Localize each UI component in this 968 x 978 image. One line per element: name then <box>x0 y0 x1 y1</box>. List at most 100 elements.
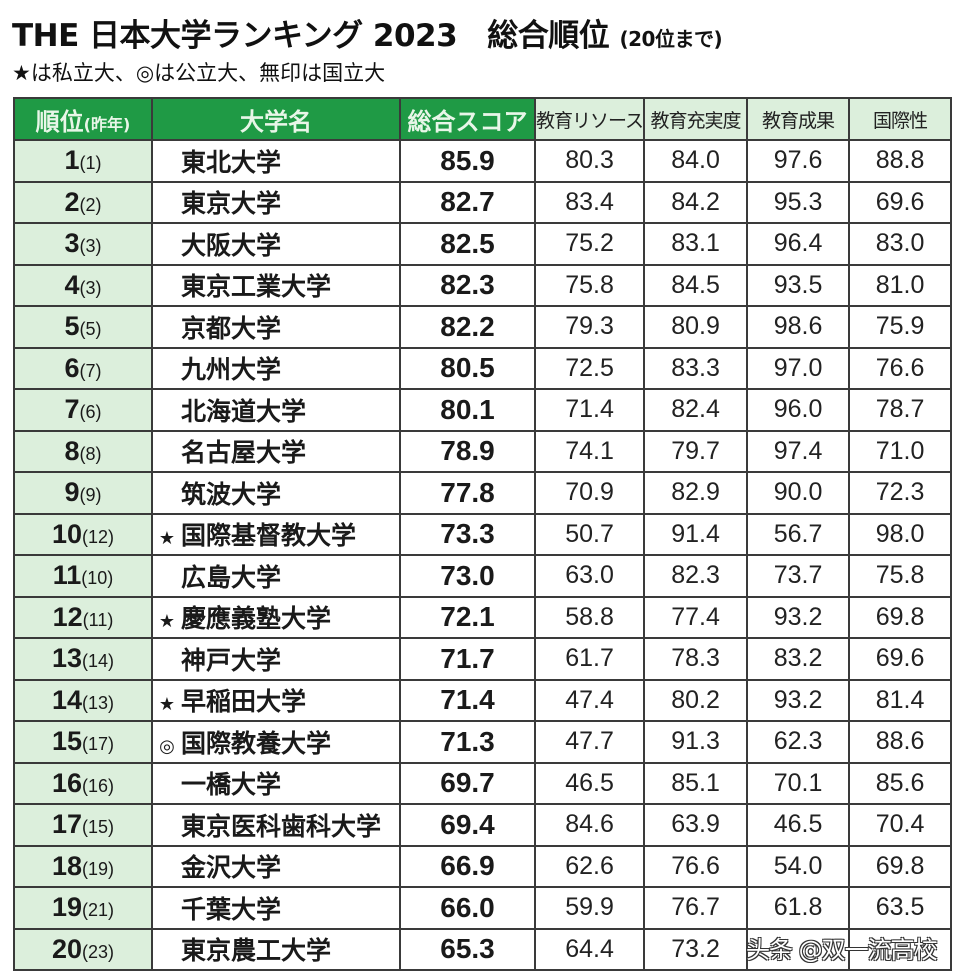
outcomes-cell: 83.2 <box>746 637 851 681</box>
outcomes-cell: 93.2 <box>746 595 851 639</box>
international-cell: 78.7 <box>848 388 953 432</box>
prev-rank: (17) <box>82 734 115 755</box>
rank-cell: 4(3) <box>13 263 153 307</box>
total-score-cell: 71.4 <box>399 678 536 722</box>
resources-cell: 75.8 <box>533 263 646 307</box>
prev-rank: (21) <box>82 900 115 921</box>
university-name-cell: 東北大学 <box>151 139 401 183</box>
university-name-cell: 東京大学 <box>151 180 401 224</box>
engagement-cell: 82.9 <box>643 471 749 515</box>
international-cell: 69.8 <box>848 844 953 888</box>
university-name-cell: 広島大学 <box>151 554 401 598</box>
outcomes-cell: 96.0 <box>746 388 851 432</box>
international-cell: 72.3 <box>848 471 953 515</box>
prev-rank: (5) <box>79 319 102 340</box>
international-cell: 81.0 <box>848 263 953 307</box>
outcomes-cell: 93.5 <box>746 263 851 307</box>
university-name-cell: 神戸大学 <box>151 637 401 681</box>
prev-rank: (13) <box>82 692 115 713</box>
resources-cell: 72.5 <box>533 346 646 390</box>
rank-cell: 1(1) <box>13 139 153 183</box>
type-mark-icon: ◎ <box>159 735 175 757</box>
col-header-outcomes: 教育成果 <box>746 97 851 141</box>
table-row: 18(19) 金沢大学 66.9 62.6 76.6 54.0 69.8 <box>13 844 953 888</box>
rank-cell: 5(5) <box>13 305 153 349</box>
international-cell: 69.6 <box>848 180 953 224</box>
prev-rank: (9) <box>79 485 102 506</box>
outcomes-cell: 70.1 <box>746 761 851 805</box>
engagement-cell: 80.9 <box>643 305 749 349</box>
outcomes-cell <box>746 927 851 971</box>
university-name-cell: ★ 慶應義塾大学 <box>151 595 401 639</box>
international-cell: 63.5 <box>848 886 953 930</box>
rank-cell: 15(17) <box>13 720 153 764</box>
resources-cell: 58.8 <box>533 595 646 639</box>
outcomes-cell: 95.3 <box>746 180 851 224</box>
total-score-cell: 80.1 <box>399 388 536 432</box>
table-row: 20(23) 東京農工大学 65.3 64.4 73.2 <box>13 927 953 971</box>
outcomes-cell: 97.0 <box>746 346 851 390</box>
resources-cell: 46.5 <box>533 761 646 805</box>
international-cell: 88.8 <box>848 139 953 183</box>
col-header-score: 総合スコア <box>399 97 536 141</box>
col-header-international: 国際性 <box>848 97 953 141</box>
table-row: 2(2) 東京大学 82.7 83.4 84.2 95.3 69.6 <box>13 180 953 224</box>
engagement-cell: 80.2 <box>643 678 749 722</box>
outcomes-cell: 97.4 <box>746 429 851 473</box>
title-main: THE 日本大学ランキング 2023 <box>12 18 458 54</box>
resources-cell: 71.4 <box>533 388 646 432</box>
total-score-cell: 77.8 <box>399 471 536 515</box>
total-score-cell: 82.7 <box>399 180 536 224</box>
type-mark-icon: ★ <box>158 528 176 550</box>
outcomes-cell: 73.7 <box>746 554 851 598</box>
international-cell: 83.0 <box>848 222 953 266</box>
prev-rank: (16) <box>82 775 115 796</box>
rank-cell: 9(9) <box>13 471 153 515</box>
total-score-cell: 72.1 <box>399 595 536 639</box>
resources-cell: 70.9 <box>533 471 646 515</box>
col-header-name: 大学名 <box>151 97 401 141</box>
international-cell: 98.0 <box>848 512 953 556</box>
resources-cell: 74.1 <box>533 429 646 473</box>
table-row: 15(17) ◎ 国際教養大学 71.3 47.7 91.3 62.3 88.6 <box>13 720 953 764</box>
prev-rank: (23) <box>82 941 115 962</box>
engagement-cell: 84.0 <box>643 139 749 183</box>
table-row: 14(13) ★ 早稲田大学 71.4 47.4 80.2 93.2 81.4 <box>13 678 953 722</box>
engagement-cell: 82.4 <box>643 388 749 432</box>
resources-cell: 47.7 <box>533 720 646 764</box>
total-score-cell: 82.5 <box>399 222 536 266</box>
resources-cell: 64.4 <box>533 927 646 971</box>
rank-cell: 10(12) <box>13 512 153 556</box>
international-cell: 75.8 <box>848 554 953 598</box>
university-name-cell: ★ 早稲田大学 <box>151 678 401 722</box>
rank-cell: 17(15) <box>13 803 153 847</box>
outcomes-cell: 96.4 <box>746 222 851 266</box>
international-cell: 69.6 <box>848 637 953 681</box>
rank-cell: 20(23) <box>13 927 153 971</box>
rank-cell: 7(6) <box>13 388 153 432</box>
prev-rank: (19) <box>82 858 115 879</box>
total-score-cell: 80.5 <box>399 346 536 390</box>
total-score-cell: 71.7 <box>399 637 536 681</box>
table-row: 17(15) 東京医科歯科大学 69.4 84.6 63.9 46.5 70.4 <box>13 803 953 847</box>
engagement-cell: 91.3 <box>643 720 749 764</box>
international-cell: 76.6 <box>848 346 953 390</box>
title-note: (20位まで) <box>619 27 723 51</box>
university-name-cell: 金沢大学 <box>151 844 401 888</box>
university-name-cell: 東京農工大学 <box>151 927 401 971</box>
ranking-table: 順位(昨年) 大学名 総合スコア 教育リソース 教育充実度 教育成果 国際性 1… <box>13 97 953 971</box>
total-score-cell: 73.3 <box>399 512 536 556</box>
prev-rank: (6) <box>79 402 102 423</box>
table-row: 19(21) 千葉大学 66.0 59.9 76.7 61.8 63.5 <box>13 886 953 930</box>
university-name-cell: 大阪大学 <box>151 222 401 266</box>
outcomes-cell: 98.6 <box>746 305 851 349</box>
resources-cell: 75.2 <box>533 222 646 266</box>
international-cell: 75.9 <box>848 305 953 349</box>
rank-cell: 8(8) <box>13 429 153 473</box>
page-title: THE 日本大学ランキング 2023 総合順位 (20位まで) <box>12 10 723 55</box>
resources-cell: 79.3 <box>533 305 646 349</box>
table-body: 1(1) 東北大学 85.9 80.3 84.0 97.6 88.8 2(2) 東京大学 82.7… <box>13 139 953 971</box>
prev-rank: (15) <box>82 817 115 838</box>
total-score-cell: 82.3 <box>399 263 536 307</box>
prev-rank: (14) <box>82 651 115 672</box>
